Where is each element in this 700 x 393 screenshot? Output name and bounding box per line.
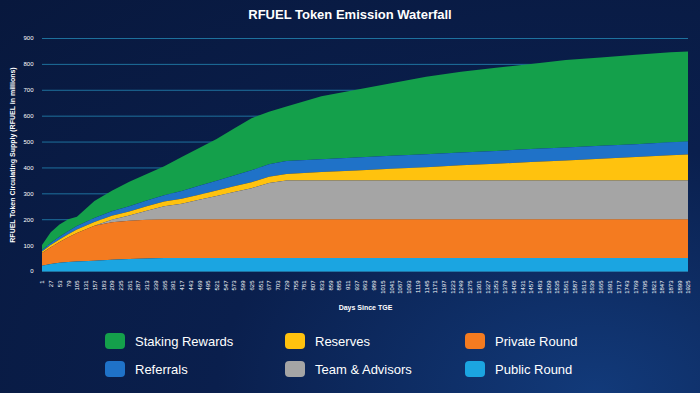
- svg-text:1847: 1847: [659, 280, 665, 294]
- svg-text:1613: 1613: [581, 280, 587, 294]
- svg-text:443: 443: [188, 280, 194, 291]
- svg-text:1379: 1379: [502, 280, 508, 294]
- svg-text:703: 703: [275, 280, 281, 291]
- svg-text:1795: 1795: [642, 280, 648, 294]
- svg-text:100: 100: [23, 243, 34, 249]
- html-text:Public Round: Public Round: [495, 361, 573, 377]
- svg-text:1665: 1665: [598, 280, 604, 294]
- svg-text:1171: 1171: [432, 280, 438, 294]
- svg-text:183: 183: [101, 280, 107, 291]
- svg-text:1353: 1353: [493, 280, 499, 294]
- svg-text:573: 573: [231, 280, 237, 291]
- svg-text:495: 495: [205, 280, 211, 291]
- svg-text:1223: 1223: [450, 280, 456, 294]
- svg-text:1899: 1899: [677, 280, 683, 294]
- svg-text:300: 300: [23, 191, 34, 197]
- svg-text:1327: 1327: [485, 280, 491, 294]
- svg-text:800: 800: [23, 61, 34, 67]
- svg-text:1717: 1717: [616, 280, 622, 294]
- svg-text:781: 781: [301, 280, 307, 291]
- html-text:Referrals: Referrals: [135, 361, 188, 377]
- svg-text:1561: 1561: [563, 280, 569, 294]
- svg-text:547: 547: [223, 280, 229, 291]
- svg-text:313: 313: [144, 280, 150, 291]
- svg-text:599: 599: [240, 280, 246, 291]
- html-text:RFUEL Token Emission Waterfall: RFUEL Token Emission Waterfall: [248, 7, 452, 22]
- svg-text:1067: 1067: [397, 280, 403, 294]
- svg-text:157: 157: [92, 280, 98, 291]
- svg-text:963: 963: [362, 280, 368, 291]
- svg-text:1145: 1145: [424, 280, 430, 294]
- svg-text:1431: 1431: [520, 280, 526, 294]
- svg-text:1275: 1275: [467, 280, 473, 294]
- svg-text:1249: 1249: [458, 280, 464, 294]
- svg-text:1925: 1925: [685, 280, 691, 294]
- svg-text:1743: 1743: [624, 280, 630, 294]
- svg-text:1093: 1093: [406, 280, 412, 294]
- svg-text:859: 859: [328, 280, 334, 291]
- svg-text:1041: 1041: [389, 280, 395, 294]
- svg-text:807: 807: [310, 280, 316, 291]
- svg-text:365: 365: [162, 280, 168, 291]
- svg-text:755: 755: [293, 280, 299, 291]
- svg-text:1509: 1509: [546, 280, 552, 294]
- svg-text:1457: 1457: [528, 280, 534, 294]
- svg-text:200: 200: [23, 217, 34, 223]
- svg-text:1691: 1691: [607, 280, 613, 294]
- svg-text:1873: 1873: [668, 280, 674, 294]
- svg-text:Days Since TGE: Days Since TGE: [339, 304, 393, 312]
- svg-text:937: 937: [354, 280, 360, 291]
- svg-text:1015: 1015: [380, 280, 386, 294]
- svg-text:1197: 1197: [441, 280, 447, 294]
- svg-text:700: 700: [23, 87, 34, 93]
- svg-text:1405: 1405: [511, 280, 517, 294]
- svg-text:287: 287: [135, 280, 141, 291]
- html-text:Team & Advisors: Team & Advisors: [315, 361, 412, 377]
- svg-text:27: 27: [48, 280, 54, 287]
- svg-text:729: 729: [284, 280, 290, 291]
- svg-text:131: 131: [83, 280, 89, 291]
- svg-text:651: 651: [258, 280, 264, 291]
- svg-text:1301: 1301: [476, 280, 482, 294]
- svg-text:417: 417: [179, 280, 185, 291]
- svg-text:1639: 1639: [589, 280, 595, 294]
- svg-text:RFUEL Token Circulating Supply: RFUEL Token Circulating Supply (RFUEL in…: [9, 67, 17, 242]
- svg-text:105: 105: [74, 280, 80, 291]
- svg-text:339: 339: [153, 280, 159, 291]
- svg-text:1119: 1119: [415, 280, 421, 293]
- svg-text:391: 391: [170, 280, 176, 291]
- svg-text:885: 885: [336, 280, 342, 291]
- svg-text:209: 209: [109, 280, 115, 291]
- svg-text:1821: 1821: [651, 280, 657, 294]
- svg-text:53: 53: [57, 280, 63, 287]
- svg-text:1: 1: [39, 280, 45, 284]
- svg-text:261: 261: [127, 280, 133, 291]
- svg-text:1535: 1535: [554, 280, 560, 294]
- svg-text:989: 989: [371, 280, 377, 291]
- svg-text:469: 469: [197, 280, 203, 291]
- svg-text:79: 79: [66, 280, 72, 287]
- svg-text:521: 521: [214, 280, 220, 291]
- html-text:Reserves: Reserves: [315, 333, 370, 349]
- svg-text:911: 911: [345, 280, 351, 290]
- svg-text:0: 0: [30, 268, 34, 274]
- svg-text:1769: 1769: [633, 280, 639, 294]
- svg-text:400: 400: [23, 165, 34, 171]
- svg-text:900: 900: [23, 35, 34, 41]
- svg-text:677: 677: [266, 280, 272, 291]
- svg-text:1587: 1587: [572, 280, 578, 294]
- html-text:Private Round: Private Round: [495, 333, 578, 349]
- svg-text:600: 600: [23, 113, 34, 119]
- html-text:Staking Rewards: Staking Rewards: [135, 333, 234, 349]
- svg-text:833: 833: [319, 280, 325, 291]
- svg-text:235: 235: [118, 280, 124, 291]
- svg-text:1483: 1483: [537, 280, 543, 294]
- svg-text:625: 625: [249, 280, 255, 291]
- svg-text:500: 500: [23, 139, 34, 145]
